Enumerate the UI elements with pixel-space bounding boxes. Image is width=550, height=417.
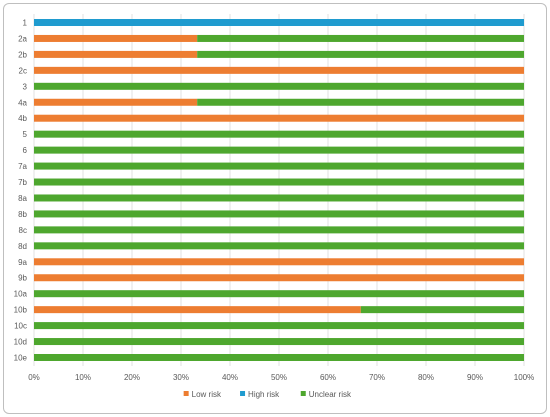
- bar-segment: [34, 19, 524, 26]
- legend-label: High risk: [248, 390, 280, 399]
- legend-swatch: [300, 391, 306, 396]
- y-tick-label: 8d: [18, 242, 27, 251]
- bar-segment: [34, 98, 198, 106]
- y-tick-label: 3: [23, 82, 28, 91]
- bar-segment: [34, 274, 524, 282]
- bar-segment: [34, 290, 524, 298]
- bar-segment: [34, 194, 524, 202]
- bar-segment: [197, 98, 525, 106]
- bar-segment: [34, 146, 524, 154]
- bar-segment: [197, 50, 525, 58]
- bar-segment: [360, 306, 524, 314]
- legend-label: Low risk: [192, 390, 222, 399]
- bar-segment: [34, 210, 524, 218]
- bar-segment: [34, 322, 524, 330]
- y-tick-label: 5: [23, 130, 28, 139]
- y-tick-label: 2c: [19, 66, 27, 75]
- bar-segment: [34, 34, 198, 42]
- x-tick-label: 90%: [467, 373, 483, 382]
- x-tick-label: 0%: [28, 373, 40, 382]
- x-tick-label: 60%: [320, 373, 336, 382]
- legend-swatch: [240, 391, 246, 396]
- bar-segment: [34, 162, 524, 170]
- bar-segment: [34, 66, 524, 74]
- x-tick-label: 10%: [75, 373, 91, 382]
- x-tick-label: 40%: [222, 373, 238, 382]
- bar-segment: [34, 114, 524, 122]
- legend-label: Unclear risk: [309, 390, 352, 399]
- y-tick-label: 4b: [18, 114, 27, 123]
- y-tick-label: 8a: [18, 194, 27, 203]
- y-tick-label: 10b: [14, 306, 28, 315]
- bar-segment: [34, 82, 524, 90]
- y-tick-label: 9b: [18, 274, 27, 283]
- x-tick-label: 80%: [418, 373, 434, 382]
- bar-segment: [197, 34, 525, 42]
- y-tick-label: 10a: [14, 290, 28, 299]
- y-tick-label: 10c: [14, 322, 27, 331]
- y-tick-label: 2a: [18, 34, 27, 43]
- y-tick-label: 2b: [18, 50, 27, 59]
- y-tick-label: 7a: [18, 162, 27, 171]
- bar-segment: [34, 354, 524, 361]
- x-tick-label: 30%: [173, 373, 189, 382]
- x-tick-label: 20%: [124, 373, 140, 382]
- y-tick-label: 1: [23, 19, 28, 28]
- x-tick-label: 100%: [514, 373, 534, 382]
- x-tick-label: 70%: [369, 373, 385, 382]
- y-tick-label: 4a: [18, 98, 27, 107]
- bar-segment: [34, 242, 524, 250]
- legend-swatch: [183, 391, 189, 396]
- bar-segment: [34, 178, 524, 186]
- bar-segment: [34, 338, 524, 346]
- bar-segment: [34, 226, 524, 234]
- y-tick-label: 7b: [18, 178, 27, 187]
- y-tick-label: 9a: [18, 258, 27, 267]
- y-tick-label: 10d: [14, 338, 27, 347]
- y-tick-label: 8c: [19, 226, 27, 235]
- y-tick-label: 10e: [14, 354, 28, 363]
- y-tick-label: 6: [23, 146, 28, 155]
- bar-segment: [34, 130, 524, 138]
- bar-segment: [34, 50, 198, 58]
- bar-segment: [34, 306, 361, 314]
- bar-segment: [34, 258, 524, 266]
- x-tick-label: 50%: [271, 373, 287, 382]
- y-tick-label: 8b: [18, 210, 27, 219]
